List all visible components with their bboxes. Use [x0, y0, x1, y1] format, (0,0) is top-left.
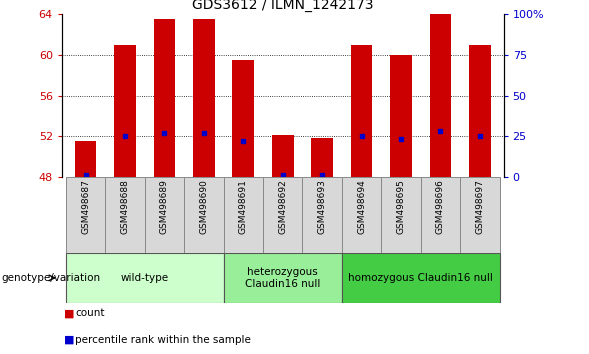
Text: GSM498696: GSM498696 — [436, 179, 445, 234]
Text: genotype/variation: genotype/variation — [1, 273, 100, 283]
Bar — [263, 177, 302, 253]
Text: GSM498688: GSM498688 — [121, 179, 130, 234]
Text: ■: ■ — [64, 335, 74, 345]
Bar — [233, 60, 254, 177]
Bar — [342, 253, 499, 303]
Bar — [302, 177, 342, 253]
Bar — [272, 135, 293, 177]
Title: GDS3612 / ILMN_1242173: GDS3612 / ILMN_1242173 — [192, 0, 373, 12]
Text: GSM498692: GSM498692 — [278, 179, 287, 234]
Bar — [66, 253, 224, 303]
Text: GSM498693: GSM498693 — [317, 179, 327, 234]
Bar — [75, 141, 97, 177]
Bar — [390, 55, 412, 177]
Bar — [460, 177, 499, 253]
Bar — [224, 177, 263, 253]
Bar — [154, 19, 176, 177]
Bar — [342, 177, 381, 253]
Text: GSM498690: GSM498690 — [199, 179, 209, 234]
Bar — [312, 138, 333, 177]
Text: heterozygous
Claudin16 null: heterozygous Claudin16 null — [245, 267, 320, 289]
Text: wild-type: wild-type — [121, 273, 168, 283]
Text: GSM498689: GSM498689 — [160, 179, 169, 234]
Text: GSM498695: GSM498695 — [396, 179, 406, 234]
Text: percentile rank within the sample: percentile rank within the sample — [75, 335, 252, 345]
Bar — [351, 45, 372, 177]
Text: GSM498697: GSM498697 — [475, 179, 484, 234]
Bar — [429, 14, 451, 177]
Bar — [469, 45, 491, 177]
Bar — [66, 177, 105, 253]
Bar — [105, 177, 145, 253]
Bar — [421, 177, 460, 253]
Text: GSM498694: GSM498694 — [357, 179, 366, 234]
Text: homozygous Claudin16 null: homozygous Claudin16 null — [348, 273, 493, 283]
Bar — [145, 177, 184, 253]
Text: count: count — [75, 308, 105, 318]
Text: GSM498691: GSM498691 — [239, 179, 248, 234]
Bar — [114, 45, 136, 177]
Bar — [381, 177, 421, 253]
Text: GSM498687: GSM498687 — [81, 179, 90, 234]
Bar — [184, 177, 224, 253]
Bar — [193, 19, 214, 177]
Text: ■: ■ — [64, 308, 74, 318]
Bar — [224, 253, 342, 303]
